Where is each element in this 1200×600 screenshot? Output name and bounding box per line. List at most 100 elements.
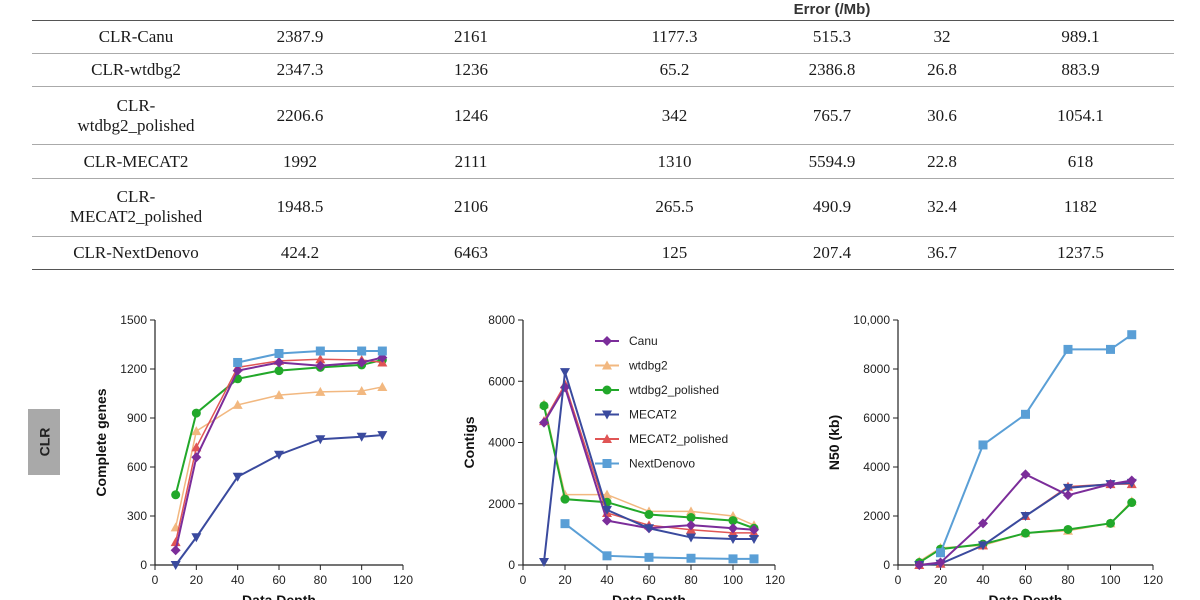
x-tick-label: 100 <box>352 573 372 587</box>
data-point <box>1063 344 1073 354</box>
legend-label: NextDenovo <box>629 457 695 471</box>
x-tick-label: 0 <box>895 573 902 587</box>
data-point <box>539 417 549 428</box>
data-point <box>749 524 759 535</box>
data-point <box>1063 524 1073 534</box>
x-tick-label: 100 <box>1100 573 1120 587</box>
table-row-label: CLR-NextDenovo <box>32 236 240 271</box>
legend-label: MECAT2_polished <box>629 432 728 446</box>
data-point <box>356 386 367 396</box>
y-tick-label: 6000 <box>863 411 890 425</box>
data-point <box>560 368 570 378</box>
table-row: CLR-wtdbg2 2347.3 1236 65.2 2386.8 26.8 883.9 <box>32 53 1174 88</box>
x-tick-label: 20 <box>190 573 204 587</box>
table-cell: 6463 <box>360 236 582 271</box>
table-cell: 989.1 <box>987 20 1174 55</box>
data-point <box>644 552 654 562</box>
x-axis-title: Data Depth <box>989 592 1063 600</box>
x-tick-label: 40 <box>600 573 614 587</box>
data-point <box>560 494 570 504</box>
y-tick-label: 1200 <box>120 362 147 376</box>
data-point <box>315 354 326 364</box>
table-cell: 1246 <box>360 86 582 146</box>
data-point <box>1127 498 1137 508</box>
data-point <box>978 518 988 529</box>
data-point <box>232 399 243 409</box>
data-point <box>728 516 738 526</box>
data-point <box>315 346 325 356</box>
data-point <box>1106 344 1115 354</box>
data-point <box>539 401 549 411</box>
table-header-cell: Error (/Mb) <box>793 1 871 19</box>
data-point <box>686 533 696 543</box>
table-cell: 490.9 <box>767 178 897 237</box>
series-Canu <box>170 352 388 556</box>
data-point <box>1063 483 1073 493</box>
data-point <box>1106 518 1115 528</box>
data-point <box>1105 479 1116 490</box>
x-tick-label: 20 <box>558 573 572 587</box>
y-tick-label: 600 <box>127 460 147 474</box>
data-point <box>232 472 243 482</box>
y-tick-label: 0 <box>508 558 515 572</box>
table-row-label: CLR-MECAT2 <box>32 144 240 179</box>
series-MECAT2_polished <box>170 354 388 547</box>
y-axis-title: Contigs <box>461 416 477 468</box>
table-cell: 2161 <box>360 20 582 55</box>
table-row-label: CLR- wtdbg2_polished <box>32 86 240 146</box>
table-cell: 2386.8 <box>767 53 897 88</box>
table-cell: 1948.5 <box>240 178 360 237</box>
data-point <box>274 450 284 460</box>
data-point <box>935 557 946 568</box>
data-point <box>170 537 181 547</box>
x-tick-label: 120 <box>393 573 413 587</box>
x-tick-label: 0 <box>520 573 527 587</box>
y-tick-label: 4000 <box>488 436 515 450</box>
table-row: CLR- MECAT2_polished 1948.5 2106 265.5 490.9… <box>32 178 1174 237</box>
table-row: CLR-MECAT2 1992 2111 1310 5594.9 22.8 618 <box>32 144 1174 179</box>
x-axis-title: Data Depth <box>612 592 686 600</box>
series-NextDenovo <box>936 330 1137 558</box>
x-tick-label: 80 <box>1061 573 1075 587</box>
data-point <box>315 360 326 371</box>
data-point <box>1021 409 1030 419</box>
y-tick-label: 8000 <box>863 362 890 376</box>
legend-marker <box>602 385 612 395</box>
data-point <box>191 442 202 452</box>
data-point <box>191 533 202 543</box>
data-point <box>560 519 570 529</box>
table-cell: 1237.5 <box>987 236 1174 271</box>
series-NextDenovo <box>560 519 759 564</box>
y-axis-title: N50 (kb) <box>826 415 842 470</box>
clr-label-box <box>28 409 60 475</box>
clr-label: CLR <box>28 409 60 475</box>
x-tick-label: 80 <box>684 573 698 587</box>
data-point <box>170 545 181 556</box>
legend-marker <box>602 459 612 468</box>
data-point <box>377 346 387 356</box>
data-point <box>170 561 181 570</box>
data-point <box>1020 469 1031 480</box>
table-row: CLR-Canu 2387.9 2161 1177.3 515.3 32 989.1 <box>32 20 1174 55</box>
table-cell: 125 <box>582 236 767 271</box>
table-cell: 1182 <box>987 178 1174 237</box>
data-point <box>191 408 201 418</box>
table-header-cell <box>897 0 987 21</box>
table-cell: 1177.3 <box>582 20 767 55</box>
data-point <box>686 513 696 523</box>
x-tick-label: 60 <box>1019 573 1033 587</box>
legend-marker <box>602 410 612 420</box>
clr-label-text: CLR <box>36 427 52 457</box>
data-point <box>1126 475 1137 486</box>
n50-chart: 0 20 40 60 80 100 120 0 2000 4000 6000 8000 10,000 N5… <box>826 313 1163 600</box>
complete-genes-chart: 0 20 40 60 80 100 120030060090012001500Complet… <box>93 313 413 600</box>
data-point <box>377 431 388 441</box>
legend-label: wtdbg2 <box>628 359 668 373</box>
data-point <box>686 520 696 531</box>
data-point <box>357 346 367 356</box>
table-cell: 2111 <box>360 144 582 179</box>
data-point <box>191 426 202 436</box>
x-tick-label: 40 <box>976 573 990 587</box>
x-tick-label: 60 <box>272 573 286 587</box>
data-point <box>1020 512 1031 521</box>
